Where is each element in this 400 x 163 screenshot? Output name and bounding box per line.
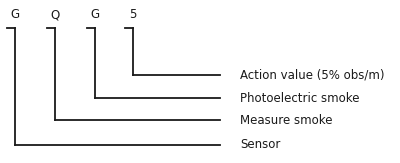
Text: Sensor: Sensor [240,139,280,151]
Text: Photoelectric smoke: Photoelectric smoke [240,91,360,104]
Text: Action value (5% obs/m): Action value (5% obs/m) [240,68,384,82]
Text: Measure smoke: Measure smoke [240,113,332,126]
Text: G: G [10,8,20,21]
Text: Q: Q [50,8,60,21]
Text: 5: 5 [129,8,137,21]
Text: G: G [90,8,100,21]
